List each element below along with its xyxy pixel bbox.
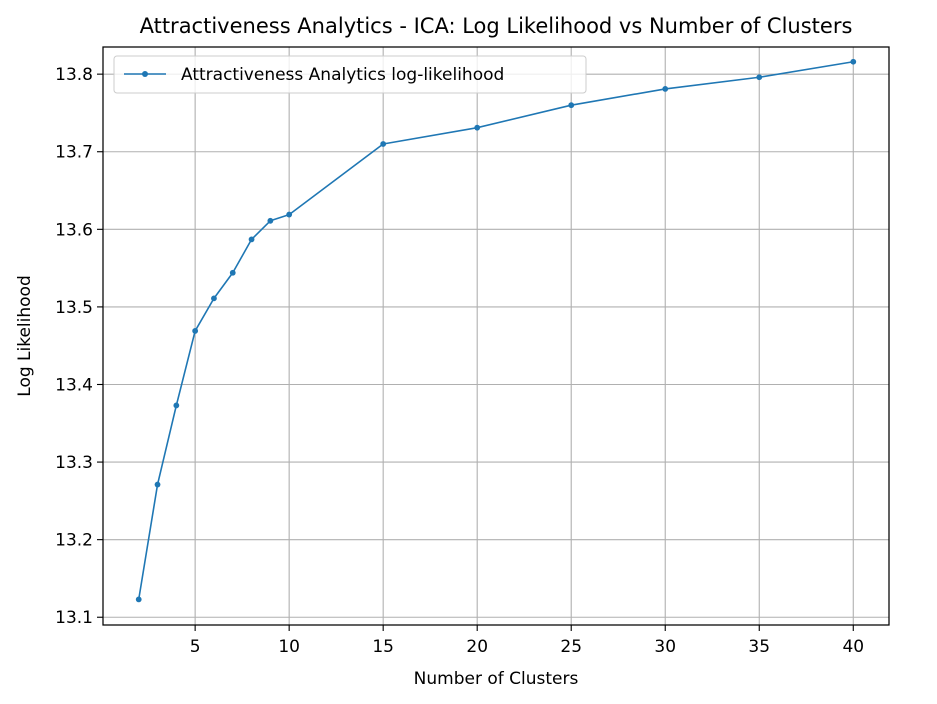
data-point (173, 402, 180, 409)
data-point (662, 85, 669, 92)
data-point (850, 58, 857, 65)
data-point (267, 217, 274, 224)
x-tick-label: 10 (278, 637, 300, 657)
data-point (135, 596, 142, 603)
plot-area-frame (102, 46, 890, 626)
x-tick-label: 35 (748, 637, 770, 657)
data-point (380, 141, 387, 147)
y-axis-label: Log Likelihood (15, 275, 35, 396)
x-tick-label: 20 (466, 637, 488, 657)
y-tick-label: 13.5 (55, 298, 93, 318)
data-point (229, 269, 236, 276)
data-point (154, 481, 161, 488)
legend-marker-swatch (142, 71, 148, 77)
y-axis-ticks: 13.1 13.2 13.3 13.4 13.5 13.6 13.7 13.8 (55, 65, 103, 628)
y-tick-label: 13.3 (55, 453, 93, 473)
x-axis-ticks: 5 10 15 20 25 30 35 40 (190, 625, 864, 657)
legend-box (113, 55, 587, 94)
x-tick-label: 15 (372, 637, 394, 657)
x-tick-label: 40 (842, 637, 864, 657)
y-tick-label: 13.2 (55, 531, 93, 551)
data-point (211, 295, 217, 302)
y-tick-label: 13.8 (55, 65, 93, 85)
series-layer (135, 58, 857, 603)
legend: Attractiveness Analytics log-likelihood (113, 55, 587, 94)
x-tick-label: 5 (190, 637, 201, 657)
x-axis-label: Number of Clusters (414, 669, 579, 689)
y-tick-label: 13.6 (55, 220, 93, 240)
data-point (756, 74, 763, 81)
y-tick-label: 13.7 (55, 143, 93, 163)
data-point (192, 328, 199, 334)
data-point (286, 211, 293, 218)
data-point (474, 124, 481, 131)
chart-title: Attractiveness Analytics - ICA: Log Like… (140, 14, 853, 38)
legend-series-label: Attractiveness Analytics log-likelihood (181, 65, 504, 85)
data-point (568, 102, 575, 109)
data-point (248, 236, 255, 243)
x-tick-label: 30 (654, 637, 676, 657)
y-tick-label: 13.1 (55, 608, 93, 628)
y-tick-label: 13.4 (55, 375, 93, 395)
x-tick-label: 25 (560, 637, 582, 657)
